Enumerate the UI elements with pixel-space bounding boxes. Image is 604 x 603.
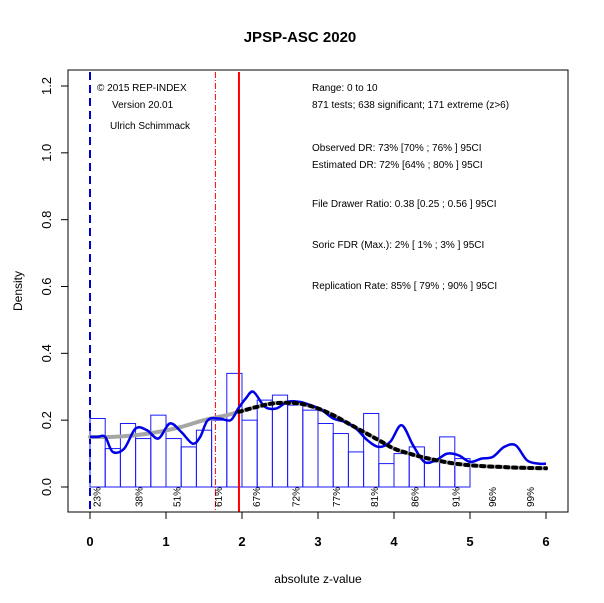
chart-title: JPSP-ASC 2020 [244, 29, 357, 46]
power-label: 38% [134, 487, 145, 507]
info-left-line: © 2015 REP-INDEX [97, 83, 187, 94]
histogram-bar [135, 438, 152, 488]
x-axis-label: absolute z-value [274, 572, 362, 586]
info-left-line: Ulrich Schimmack [110, 121, 191, 132]
info-right-line: Soric FDR (Max.): 2% [ 1% ; 3% ] 95CI [312, 240, 484, 251]
histogram-bar [347, 451, 365, 488]
y-tick-label: 0.8 [39, 211, 54, 229]
info-left: © 2015 REP-INDEX Version 20.01 Ulrich Sc… [97, 83, 191, 132]
histogram-bar [317, 423, 334, 488]
x-tick-label: 2 [238, 534, 245, 549]
info-right-line: Estimated DR: 72% [64% ; 80% ] 95CI [312, 160, 483, 171]
power-label: 86% [410, 487, 421, 507]
power-label: 67% [252, 487, 263, 507]
power-label: 99% [526, 487, 537, 507]
histogram-bar [241, 419, 258, 488]
histogram-bar [363, 412, 380, 488]
y-tick-label: 0.4 [39, 344, 54, 362]
y-tick-label: 1.2 [39, 77, 54, 95]
power-label: 61% [214, 487, 225, 507]
power-label: 77% [332, 487, 343, 507]
y-tick-label: 0.0 [39, 478, 54, 496]
x-tick-label: 0 [86, 534, 93, 549]
info-right-line: Range: 0 to 10 [312, 83, 378, 94]
x-tick-label: 3 [314, 534, 321, 549]
histogram [89, 372, 471, 488]
x-tick-label: 6 [542, 534, 549, 549]
power-label: 72% [292, 487, 303, 507]
histogram-bar [104, 448, 121, 488]
histogram-bar [393, 453, 410, 488]
reference-lines [89, 72, 240, 512]
y-tick-label: 0.2 [39, 411, 54, 429]
info-left-line: Version 20.01 [112, 100, 174, 111]
histogram-bar [302, 409, 319, 488]
x-tick-label: 1 [162, 534, 169, 549]
histogram-bar [211, 419, 228, 488]
x-tick-label: 5 [466, 534, 473, 549]
histogram-bar [332, 433, 349, 488]
y-tick-label: 1.0 [39, 144, 54, 162]
power-label: 51% [172, 487, 183, 507]
histogram-bar [89, 417, 106, 488]
x-tick-label: 4 [390, 534, 398, 549]
histogram-bar [150, 414, 167, 488]
power-label: 96% [488, 487, 499, 507]
histogram-bar [165, 438, 182, 488]
info-right-line: File Drawer Ratio: 0.38 [0.25 ; 0.56 ] 9… [312, 199, 497, 210]
histogram-bar [180, 446, 197, 488]
y-axis-label: Density [11, 271, 25, 311]
histogram-bar [287, 404, 304, 488]
power-label: 91% [451, 487, 462, 507]
histogram-bar [423, 461, 441, 488]
axes: 0 1 2 3 4 5 6 0.0 0.2 0.4 0.6 0.8 1.0 1.2 [39, 77, 550, 549]
histogram-bar [378, 463, 395, 488]
info-right-line: Replication Rate: 85% [ 79% ; 90% ] 95CI [312, 281, 497, 292]
info-right-line: Observed DR: 73% [70% ; 76% ] 95CI [312, 143, 482, 154]
density-curves [88, 390, 548, 471]
power-label: 23% [93, 487, 104, 507]
fitted-significant-dotted-curve [237, 400, 548, 471]
power-label: 81% [370, 487, 381, 507]
power-labels: 23% 38% 51% 61% 67% 72% 77% 81% 86% 91% 96% 99% [93, 487, 537, 507]
histogram-bar [256, 399, 273, 488]
info-right: Range: 0 to 10 871 tests; 638 significan… [312, 83, 509, 292]
info-right-line: 871 tests; 638 significant; 171 extreme … [312, 100, 509, 111]
y-tick-label: 0.6 [39, 277, 54, 295]
